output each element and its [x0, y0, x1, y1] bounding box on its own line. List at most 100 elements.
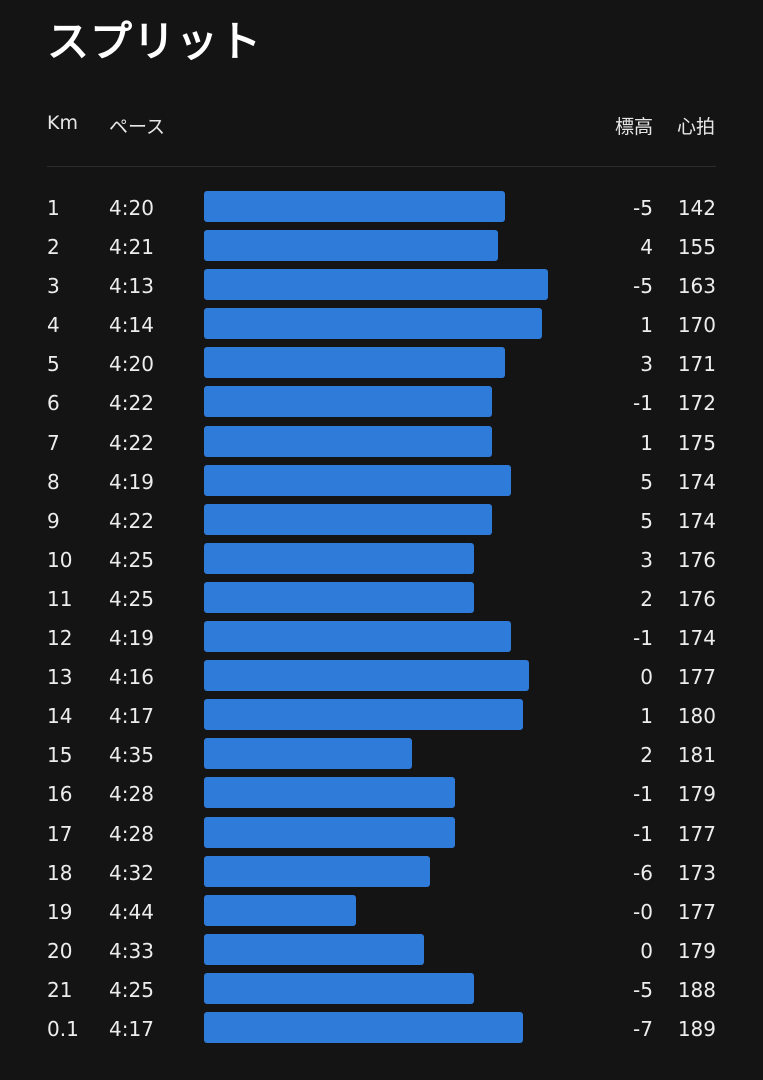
split-km: 10: [47, 547, 73, 572]
split-pace: 4:44: [109, 899, 154, 924]
split-pace: 4:25: [109, 977, 154, 1002]
split-elevation: 1: [640, 704, 653, 729]
split-pace: 4:20: [109, 196, 154, 220]
split-row: 0.1 4:17 -7 189: [0, 1009, 763, 1048]
split-heart-rate: 179: [677, 782, 716, 807]
split-heart-rate: 177: [677, 665, 716, 690]
pace-bar: [204, 308, 542, 340]
pace-bar: [204, 542, 474, 574]
pace-bar: [204, 660, 530, 692]
split-heart-rate: 163: [677, 274, 716, 299]
splits-header: Km ペース 標高 心拍: [0, 112, 763, 142]
pace-bar: [204, 894, 356, 926]
split-row: 8 4:19 5 174: [0, 462, 763, 501]
split-heart-rate: 189: [677, 1016, 716, 1041]
split-heart-rate: 181: [677, 743, 716, 768]
split-heart-rate: 176: [677, 547, 716, 572]
split-row: 15 4:35 2 181: [0, 735, 763, 774]
split-row: 11 4:25 2 176: [0, 579, 763, 618]
split-km: 0.1: [47, 1016, 79, 1041]
split-km: 9: [47, 508, 60, 533]
split-km: 5: [47, 352, 60, 377]
split-pace: 4:17: [109, 1016, 154, 1041]
split-heart-rate: 177: [677, 899, 716, 924]
split-row: 20 4:33 0 179: [0, 931, 763, 970]
header-heart-rate: 心拍: [676, 116, 715, 138]
header-divider: [47, 166, 716, 167]
pace-bar: [204, 1011, 524, 1043]
pace-bar: [204, 464, 511, 496]
split-heart-rate: 171: [677, 352, 716, 377]
split-km: 20: [47, 938, 73, 963]
split-km: 21: [47, 977, 73, 1002]
split-km: 3: [47, 274, 60, 299]
split-km: 8: [47, 469, 60, 494]
split-km: 17: [47, 821, 73, 846]
split-pace: 4:19: [109, 626, 154, 651]
pace-bar: [204, 230, 499, 262]
pace-bar: [204, 386, 493, 418]
split-heart-rate: 179: [677, 938, 716, 963]
split-heart-rate: 180: [677, 704, 716, 729]
split-elevation: -1: [633, 821, 653, 846]
pace-bar: [204, 816, 455, 848]
split-km: 12: [47, 626, 73, 651]
split-row: 12 4:19 -1 174: [0, 618, 763, 657]
split-pace: 4:33: [109, 938, 154, 963]
split-heart-rate: 177: [677, 821, 716, 846]
split-elevation: -1: [633, 626, 653, 651]
split-row: 9 4:22 5 174: [0, 501, 763, 540]
split-km: 19: [47, 899, 73, 924]
split-heart-rate: 175: [677, 430, 716, 455]
split-elevation: 4: [640, 235, 653, 260]
split-elevation: 1: [640, 430, 653, 455]
split-elevation: 1: [640, 313, 653, 338]
split-heart-rate: 155: [677, 235, 716, 260]
split-pace: 4:22: [109, 508, 154, 533]
pace-bar: [204, 503, 493, 535]
split-elevation: -5: [633, 196, 653, 220]
header-pace: ペース: [109, 116, 166, 138]
split-elevation: 2: [640, 743, 653, 768]
split-row: 19 4:44 -0 177: [0, 892, 763, 931]
pace-bar: [204, 738, 412, 770]
split-row: 17 4:28 -1 177: [0, 814, 763, 853]
pace-bar: [204, 425, 493, 457]
split-elevation: 5: [640, 508, 653, 533]
split-km: 16: [47, 782, 73, 807]
split-km: 7: [47, 430, 60, 455]
split-pace: 4:20: [109, 352, 154, 377]
pace-bar: [204, 933, 424, 965]
split-row: 4 4:14 1 170: [0, 305, 763, 344]
header-elevation: 標高: [614, 116, 653, 138]
split-elevation: -5: [633, 977, 653, 1002]
split-pace: 4:28: [109, 782, 154, 807]
split-elevation: 2: [640, 586, 653, 611]
split-heart-rate: 188: [677, 977, 716, 1002]
header-km: Km: [47, 112, 78, 134]
split-heart-rate: 173: [677, 860, 716, 885]
split-heart-rate: 174: [677, 508, 716, 533]
split-elevation: 5: [640, 469, 653, 494]
split-row: 7 4:22 1 175: [0, 423, 763, 462]
pace-bar: [204, 621, 511, 653]
split-km: 18: [47, 860, 73, 885]
split-pace: 4:19: [109, 469, 154, 494]
split-km: 2: [47, 235, 60, 260]
split-pace: 4:25: [109, 547, 154, 572]
split-row: 5 4:20 3 171: [0, 344, 763, 383]
split-heart-rate: 142: [677, 196, 716, 220]
split-elevation: -0: [633, 899, 653, 924]
split-heart-rate: 176: [677, 586, 716, 611]
split-pace: 4:14: [109, 313, 154, 338]
split-elevation: 0: [640, 938, 653, 963]
split-pace: 4:21: [109, 235, 154, 260]
pace-bar: [204, 855, 431, 887]
pace-bar: [204, 269, 548, 301]
split-elevation: 3: [640, 547, 653, 572]
split-pace: 4:13: [109, 274, 154, 299]
split-elevation: -6: [633, 860, 653, 885]
split-elevation: 3: [640, 352, 653, 377]
split-elevation: -1: [633, 782, 653, 807]
split-elevation: 0: [640, 665, 653, 690]
